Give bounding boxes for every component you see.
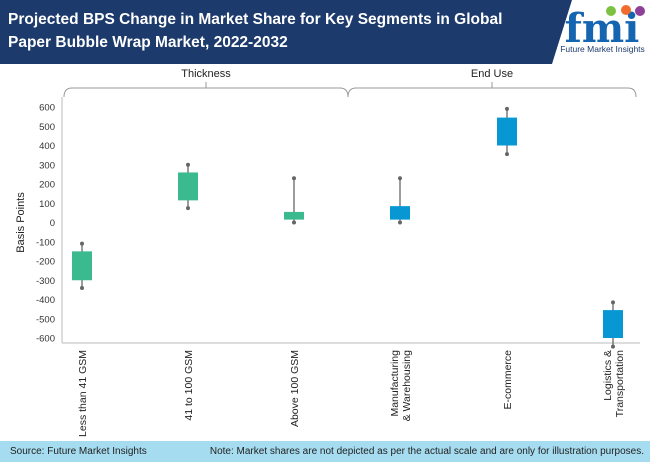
y-tick-label: -200 [36, 257, 55, 268]
x-tick-label: Less than 41 GSM [77, 350, 89, 437]
whisker-high-dot [505, 106, 509, 111]
y-tick-label: -300 [36, 276, 55, 287]
group-bracket [347, 87, 637, 98]
group-label: Thickness [181, 68, 231, 80]
note-text: Note: Market shares are not depicted as … [209, 446, 644, 457]
y-axis-label: Basis Points [15, 192, 27, 253]
whisker-low-dot [80, 285, 84, 290]
x-tick-label: E-commerce [502, 350, 514, 410]
y-tick-label: 100 [39, 199, 55, 210]
y-tick-label: 0 [50, 218, 55, 229]
header-banner [0, 0, 572, 64]
x-tick-label: Logistics & [602, 350, 614, 401]
y-tick-label: -100 [36, 237, 55, 248]
chart: 600 500 400 300 200 100 0 -100 -200 -300 -400 -500 -… [15, 68, 640, 437]
group-bracket [63, 87, 349, 98]
y-tick-label: 200 [39, 180, 55, 191]
header: Projected BPS Change in Market Share for… [0, 0, 650, 64]
y-tick-label: 600 [39, 103, 55, 114]
x-tick-label: Above 100 GSM [289, 350, 301, 427]
whisker-high-dot [186, 162, 190, 167]
x-tick-label: Manufacturing [389, 350, 401, 417]
logo-tagline: Future Market Insights [560, 44, 645, 54]
box [284, 211, 304, 220]
whisker-low-dot [398, 220, 402, 225]
y-tick-label: -600 [36, 334, 55, 345]
box [72, 251, 92, 281]
source-text: Source: Future Market Insights [10, 446, 147, 457]
whisker-high-dot [398, 176, 402, 181]
whisker-high-dot [80, 241, 84, 246]
footer: Source: Future Market Insights Note: Mar… [0, 441, 650, 462]
whisker-low-dot [292, 220, 296, 225]
x-tick-label: 41 to 100 GSM [183, 350, 195, 421]
whisker-low-dot [505, 152, 509, 157]
whisker-high-dot [611, 300, 615, 305]
x-tick-label: Transportation [614, 350, 626, 417]
box [603, 310, 623, 338]
y-tick-label: 300 [39, 160, 55, 171]
whisker-high-dot [292, 176, 296, 181]
group-label: End Use [471, 68, 513, 80]
whisker-low-dot [611, 344, 615, 349]
chart-title: Projected BPS Change in Market Share for… [8, 11, 503, 51]
box [497, 117, 517, 146]
y-tick-label: -500 [36, 314, 55, 325]
whisker-low-dot [186, 206, 190, 211]
fmi-logo: fmi Future Market Insights [555, 2, 650, 62]
logo-mark: fmi [565, 5, 645, 46]
y-tick-label: -400 [36, 295, 55, 306]
x-tick-label: & Warehousing [401, 350, 413, 422]
y-tick-label: 400 [39, 141, 55, 152]
box [390, 206, 410, 220]
y-tick-label: 500 [39, 122, 55, 133]
box [178, 172, 198, 201]
